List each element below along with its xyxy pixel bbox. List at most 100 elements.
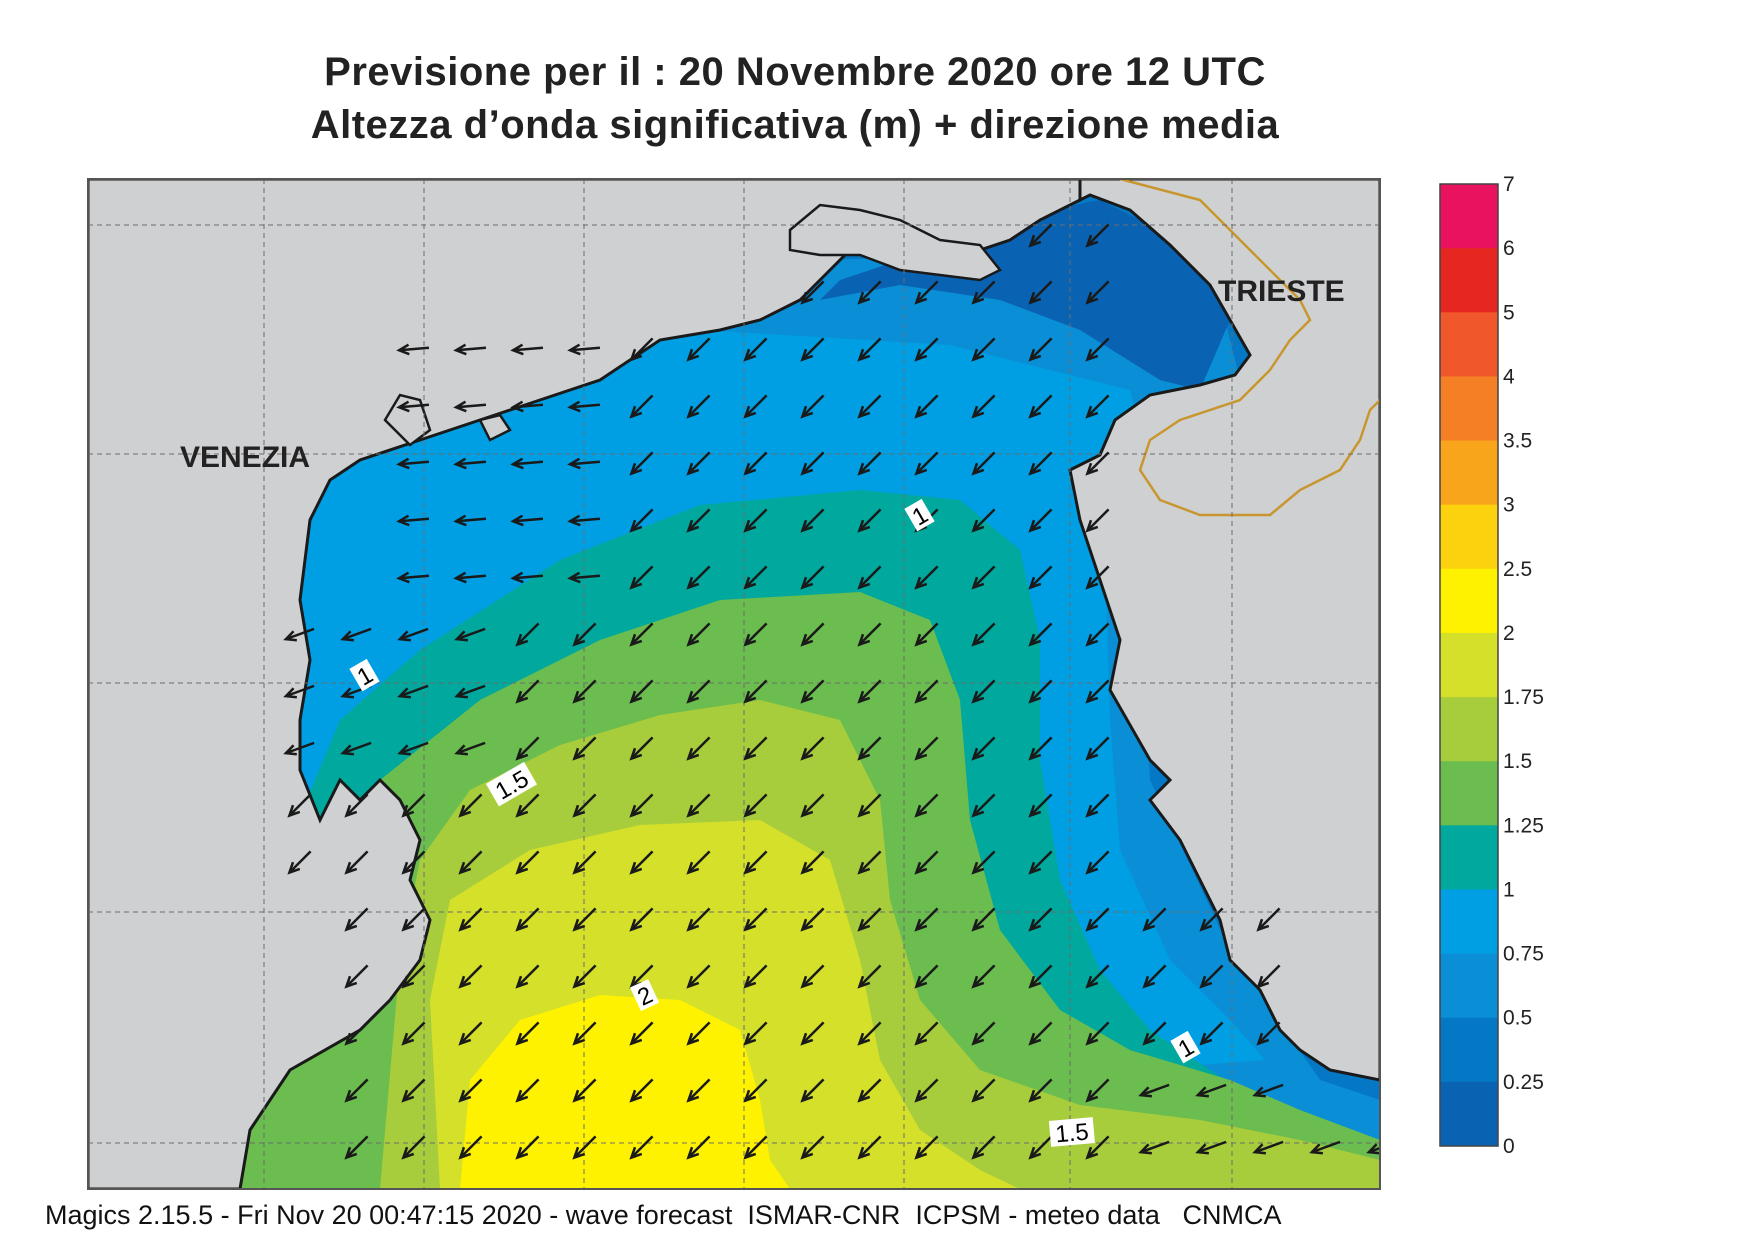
wave-arrow [288,793,312,817]
wave-arrow [455,460,487,466]
sea-band-2 [460,995,790,1189]
wave-arrow-head [971,918,985,932]
wave-arrow-head [743,1146,757,1160]
wave-arrow [573,850,597,874]
wave-arrow [858,1078,882,1102]
wave-arrow-head [800,1032,814,1046]
legend-tick-label: 7 [1503,173,1515,196]
wave-arrow-head [1085,918,1099,932]
wave-arrow [1197,1140,1227,1154]
wave-arrow [459,964,483,988]
wave-arrow [512,346,544,352]
wave-arrow [1086,679,1110,703]
wave-arrow-head [857,747,871,761]
wave-arrow [915,280,939,304]
wave-arrow [512,460,544,466]
wave-arrow-head [1199,1032,1213,1046]
wave-arrow-head [340,744,354,756]
grid [88,179,1380,1189]
wave-arrow [1200,907,1224,931]
wave-arrow-head [800,690,814,704]
wave-arrow-head [397,630,411,642]
wave-arrow-head [567,514,581,527]
wave-arrow [801,736,825,760]
wave-arrow [858,679,882,703]
wave-arrow [801,280,825,304]
wave-arrow-head [914,690,928,704]
wave-arrow-head [572,747,586,761]
wave-arrow-head [971,690,985,704]
wave-arrow-head [914,1089,928,1103]
wave-arrow-head [1085,1032,1099,1046]
wave-arrow-head [453,400,467,413]
wave-arrow [858,280,882,304]
wave-arrow [516,907,540,931]
wave-arrow [456,684,486,698]
wave-arrow-head [1028,747,1042,761]
wave-arrow-head [914,405,928,419]
wave-arrow-head [800,576,814,590]
wave-arrow-head [344,918,358,932]
wave-arrow-head [743,975,757,989]
wave-arrow-head [1028,1032,1042,1046]
wave-arrow [1254,1140,1284,1154]
wave-arrow [1029,793,1053,817]
wave-arrow-head [914,1146,928,1160]
wave-arrow-head [743,576,757,590]
wave-arrow [516,964,540,988]
wave-arrow-head [914,462,928,476]
wave-arrow-head [344,1032,358,1046]
wave-arrow [744,679,768,703]
wave-arrow [687,907,711,931]
contour-label: 2 [630,979,660,1012]
wave-arrow [1368,1146,1380,1154]
wave-arrow [744,1021,768,1045]
wave-arrow-head [971,861,985,875]
wave-arrow [342,741,372,755]
wave-arrow [858,337,882,361]
wave-arrow-head [453,343,467,356]
wave-arrow [573,622,597,646]
wave-arrow-head [800,1146,814,1160]
wave-arrow-head [510,400,524,413]
footer-credits: Magics 2.15.5 - Fri Nov 20 00:47:15 2020… [45,1200,1282,1230]
wave-arrow [345,1135,369,1159]
wave-arrow-head [283,687,297,699]
wave-arrow-head [401,1032,415,1046]
wave-arrow-head [686,1032,700,1046]
legend-tick-label: 5 [1503,301,1515,324]
wave-arrow-head [1252,1086,1266,1098]
wave-arrow [630,907,654,931]
wave-arrow-head [914,291,928,305]
wave-arrow [345,1078,369,1102]
wave-arrow-head [344,1146,358,1160]
wave-arrow [1086,793,1110,817]
wave-arrow [569,517,601,523]
wave-arrow [630,1021,654,1045]
wave-arrow [858,394,882,418]
wave-arrow [1311,1140,1341,1154]
wave-arrow [630,565,654,589]
wave-arrow-head [629,348,643,362]
legend-border [1439,183,1499,1147]
wave-arrow [459,850,483,874]
wave-arrow [1086,1078,1110,1102]
lagoon-island [478,413,512,442]
wave-arrow [1029,1078,1053,1102]
wave-arrow [1257,964,1281,988]
wave-arrow [630,679,654,703]
wave-arrow [744,1135,768,1159]
wave-arrow [512,517,544,523]
wave-arrow-head [971,462,985,476]
wave-arrow [459,1078,483,1102]
contour-label: 1 [904,498,935,531]
lagoon-island [788,203,1002,282]
legend-swatch [1440,889,1498,955]
city-label-venezia: VENEZIA [180,441,310,474]
legend-tick-label: 6 [1503,237,1515,260]
wave-arrow-head [458,861,472,875]
wave-arrow [459,1135,483,1159]
wave-arrow-head [686,1146,700,1160]
wave-arrow-head [1138,1143,1152,1155]
wave-arrow-head [572,861,586,875]
